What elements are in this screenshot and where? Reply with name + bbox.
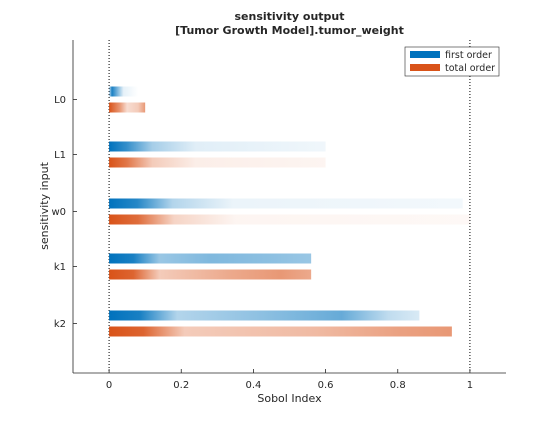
- y-tick-label: w0: [51, 207, 66, 218]
- legend-label-first-order: first order: [445, 50, 492, 61]
- y-tick-label: L0: [54, 95, 66, 106]
- bar-total-order-w0: [109, 214, 470, 225]
- x-tick-label: 0.2: [173, 380, 189, 391]
- y-tick-label: k1: [54, 262, 66, 273]
- legend-label-total-order: total order: [445, 63, 495, 74]
- bar-total-order-k1: [109, 269, 312, 280]
- bar-first-order-l1: [109, 141, 326, 152]
- bar-total-order-k2: [109, 326, 452, 337]
- bar-first-order-w0: [109, 198, 463, 209]
- bar-total-order-l1: [109, 157, 326, 168]
- legend: first order total order: [404, 46, 500, 77]
- x-tick-label: 0.6: [318, 380, 334, 391]
- x-axis-label: Sobol Index: [257, 392, 322, 405]
- y-tick-label: k2: [54, 319, 66, 330]
- x-tick-label: 1: [467, 380, 473, 391]
- bar-total-order-l0: [109, 102, 146, 113]
- bar-first-order-k2: [109, 310, 420, 321]
- x-ticks: 0 0.2 0.4 0.6 0.8 1: [106, 369, 473, 391]
- chart-title-line2: [Tumor Growth Model].tumor_weight: [175, 24, 404, 37]
- x-tick-label: 0.4: [245, 380, 261, 391]
- bar-first-order-k1: [109, 253, 312, 264]
- legend-swatch-first-order: [410, 51, 440, 58]
- y-ticks: L0 L1 w0 k1 k2: [51, 95, 77, 330]
- y-axis-label: sensitivity input: [38, 161, 51, 249]
- bar-series: [109, 86, 470, 337]
- x-tick-label: 0: [106, 380, 112, 391]
- x-tick-label: 0.8: [390, 380, 406, 391]
- y-tick-label: L1: [54, 150, 66, 161]
- legend-swatch-total-order: [410, 64, 440, 71]
- chart-title-line1: sensitivity output: [235, 10, 345, 23]
- bar-first-order-l0: [109, 86, 138, 97]
- axes-box: [72, 40, 506, 374]
